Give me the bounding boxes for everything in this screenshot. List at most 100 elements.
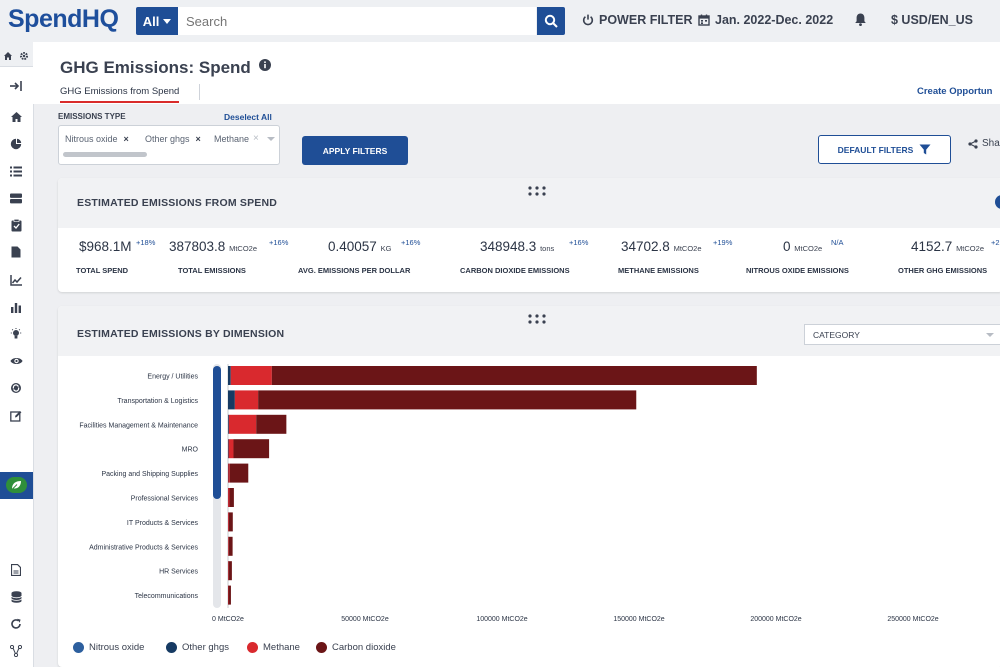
clear-all-icon[interactable]: × — [253, 133, 259, 144]
legend-item-methane[interactable]: Methane — [247, 642, 300, 653]
emissions-summary-card: ESTIMATED EMISSIONS FROM SPEND $968.1M +… — [58, 178, 1000, 292]
remove-tag-icon[interactable]: × — [123, 134, 129, 144]
bar-segment[interactable] — [229, 463, 249, 483]
bar-segment[interactable] — [256, 414, 287, 434]
tag-scrollbar[interactable] — [63, 152, 147, 157]
gear-icon[interactable] — [19, 48, 29, 66]
bar-segment[interactable] — [228, 463, 230, 483]
bar-segment[interactable] — [228, 366, 231, 385]
bar-segment[interactable] — [271, 366, 757, 385]
eye-icon[interactable] — [8, 353, 24, 369]
metric-change: +18% — [136, 238, 156, 247]
bar-segment[interactable] — [228, 512, 229, 532]
bar-segment[interactable] — [228, 585, 231, 605]
bar-segment[interactable] — [229, 488, 234, 507]
chevron-down-icon — [986, 333, 994, 337]
create-opportunity-link[interactable]: Create Opportun — [917, 86, 993, 97]
metric-change: +16% — [569, 238, 589, 247]
metric-label: AVG. EMISSIONS PER DOLLAR — [298, 266, 411, 275]
caret-down-icon — [163, 18, 172, 24]
spendhq-logo[interactable]: SpendHQ — [8, 5, 119, 33]
emissions-by-dimension-card: ESTIMATED EMISSIONS BY DIMENSION CATEGOR… — [58, 306, 1000, 667]
bar-chart-icon[interactable] — [8, 299, 24, 315]
bar-segment[interactable] — [258, 390, 637, 410]
bar-segment[interactable] — [228, 585, 229, 605]
deselect-all-link[interactable]: Deselect All — [224, 112, 272, 122]
bar-segment[interactable] — [228, 536, 229, 556]
date-range-label: Jan. 2022-Dec. 2022 — [715, 13, 834, 27]
page-title: GHG Emissions: Spend — [60, 58, 251, 77]
date-range-button[interactable]: Jan. 2022-Dec. 2022 — [698, 13, 833, 27]
dashboard-home-icon[interactable] — [8, 109, 24, 125]
bar-segment[interactable] — [228, 463, 229, 483]
document-icon[interactable] — [8, 244, 24, 260]
legend-item-other-ghgs[interactable]: Other ghgs — [166, 642, 229, 653]
refresh-icon[interactable] — [8, 616, 24, 632]
search-scope-dropdown[interactable]: All — [136, 7, 178, 35]
bar-segment[interactable] — [228, 512, 233, 532]
main-content: GHG Emissions: Spend GHG Emissions from … — [33, 42, 1000, 667]
chart-scrollbar-thumb[interactable] — [213, 366, 221, 499]
server-icon[interactable] — [8, 190, 24, 206]
bar-segment[interactable] — [228, 536, 233, 556]
bar-segment[interactable] — [228, 390, 235, 410]
search-input[interactable] — [178, 7, 536, 35]
tagbox-controls: × — [253, 132, 279, 146]
remove-tag-icon[interactable]: × — [195, 134, 201, 144]
category-label: MRO — [182, 447, 199, 454]
drag-handle-icon[interactable] — [528, 186, 546, 196]
info-icon[interactable] — [259, 59, 271, 71]
line-chart-icon[interactable] — [8, 272, 24, 288]
bar-segment[interactable] — [228, 488, 230, 507]
page-header: GHG Emissions: Spend GHG Emissions from … — [33, 42, 1000, 104]
dimension-select[interactable]: CATEGORY — [804, 324, 1000, 345]
bar-segment[interactable] — [228, 439, 229, 459]
metric-label: TOTAL EMISSIONS — [178, 266, 246, 275]
sidebar — [0, 42, 34, 667]
category-label: Telecommunications — [135, 593, 199, 600]
summary-card-title: ESTIMATED EMISSIONS FROM SPEND — [77, 197, 278, 209]
tab-ghg-emissions-from-spend[interactable]: GHG Emissions from Spend — [60, 86, 180, 103]
edit-icon[interactable] — [8, 408, 24, 424]
bar-segment[interactable] — [228, 561, 232, 581]
bar-segment[interactable] — [228, 414, 257, 434]
card-info-icon[interactable] — [995, 195, 1000, 209]
network-icon[interactable] — [8, 643, 24, 659]
expand-sidebar-icon[interactable] — [8, 78, 24, 94]
legend-item-nitrous-oxide[interactable]: Nitrous oxide — [73, 642, 144, 653]
power-icon — [582, 14, 594, 26]
emissions-type-multiselect[interactable]: Nitrous oxide × Other ghgs × Methane × — [58, 125, 280, 165]
emissions-bar-chart: Energy / Utilities Transportation & Logis… — [79, 364, 939, 623]
currency-locale-label: $ USD/EN_US — [891, 13, 973, 27]
home-icon[interactable] — [3, 48, 13, 66]
bar-segment[interactable] — [228, 439, 234, 459]
legend-item-carbon-dioxide[interactable]: Carbon dioxide — [316, 642, 396, 653]
database-icon[interactable] — [8, 589, 24, 605]
metric-label: CARBON DIOXIDE EMISSIONS — [460, 266, 570, 275]
notifications-button[interactable] — [853, 12, 868, 27]
sidebar-item-ghg-emissions[interactable] — [0, 472, 33, 499]
bar-segment[interactable] — [228, 414, 229, 434]
bar-segment[interactable] — [230, 366, 272, 385]
leaf-icon — [6, 477, 27, 493]
file-report-icon[interactable] — [8, 562, 24, 578]
legend-label: Nitrous oxide — [89, 642, 145, 653]
calendar-icon — [698, 14, 710, 26]
bar-segment[interactable] — [234, 390, 259, 410]
currency-locale-button[interactable]: $ USD/EN_US — [891, 13, 973, 27]
sync-icon[interactable] — [8, 380, 24, 396]
filter-tag: Other ghgs × — [145, 134, 201, 144]
dropdown-caret-icon[interactable] — [267, 137, 275, 141]
pie-chart-icon[interactable] — [8, 136, 24, 152]
default-filters-button[interactable]: DEFAULT FILTERS — [818, 135, 951, 164]
bar-segment[interactable] — [233, 439, 270, 459]
apply-filters-button[interactable]: APPLY FILTERS — [302, 136, 408, 165]
share-button[interactable]: Sha — [968, 138, 1000, 149]
clipboard-check-icon[interactable] — [8, 217, 24, 233]
power-filter-button[interactable]: POWER FILTER — [582, 13, 693, 27]
search-button[interactable] — [537, 7, 565, 35]
bar-segment[interactable] — [228, 561, 229, 581]
list-icon[interactable] — [8, 163, 24, 179]
drag-handle-icon[interactable] — [528, 314, 546, 324]
lightbulb-icon[interactable] — [8, 326, 24, 342]
